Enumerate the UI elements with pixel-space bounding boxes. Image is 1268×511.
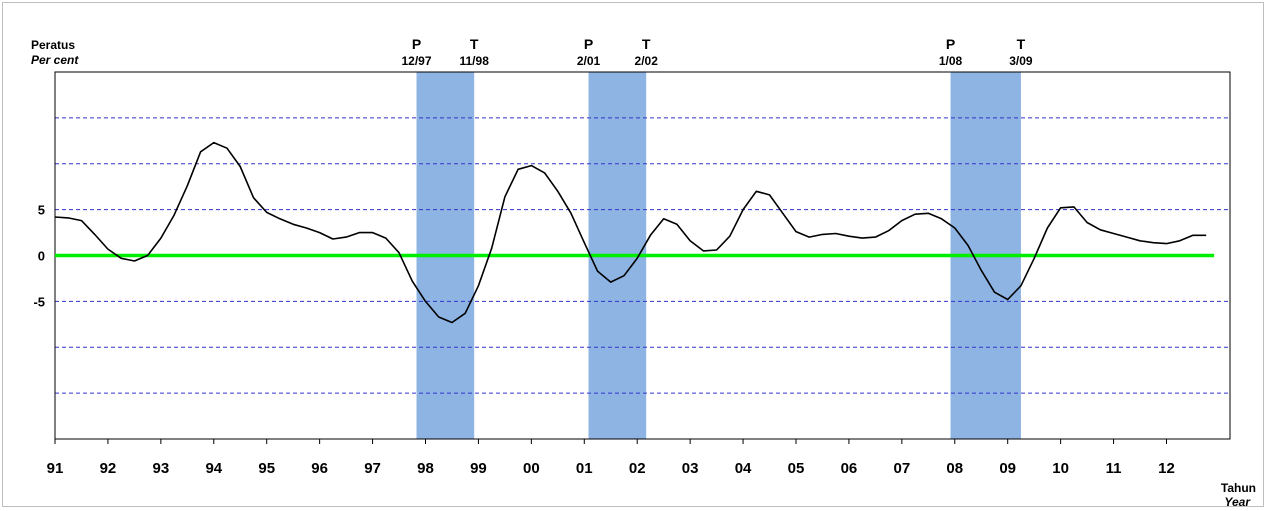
x-tick-label: 94	[205, 460, 222, 477]
peak-date-2: 2/01	[577, 54, 601, 68]
chart-svg: 5 0 -5 91 92 93 94 95 96 97 98 99 00 01 02 03 04 05 06 07 0…	[31, 36, 1256, 508]
series-group	[54, 141, 1207, 324]
x-tick-label: 11	[1106, 460, 1122, 477]
peak-letter-1: P	[412, 36, 421, 52]
x-tick-label: 91	[47, 460, 64, 477]
x-tick-label: 96	[311, 460, 328, 477]
series-line-1	[54, 141, 1207, 324]
x-tick-label: 92	[100, 460, 117, 477]
peak-date-3: 1/08	[939, 54, 963, 68]
trough-letter-3: T	[1017, 36, 1026, 52]
y-axis-title: Peratus	[31, 38, 75, 52]
peak-letter-2: P	[584, 36, 593, 52]
x-tick-label: 00	[523, 460, 540, 477]
trough-letter-1: T	[470, 36, 479, 52]
y-tick-labels: 5 0 -5	[33, 203, 45, 310]
x-tick-label: 98	[417, 460, 434, 477]
x-tick-label: 10	[1052, 460, 1069, 477]
y-tick-label: -5	[33, 294, 45, 309]
trough-date-1: 11/98	[460, 54, 490, 68]
x-tick-label: 05	[788, 460, 805, 477]
x-tick-label: 03	[682, 460, 699, 477]
x-tick-label: 06	[841, 460, 858, 477]
peak-date-1: 12/97	[401, 54, 431, 68]
trough-date-2: 2/02	[635, 54, 659, 68]
y-tick-label: 0	[38, 249, 45, 264]
x-tick-label: 99	[470, 460, 487, 477]
peak-letter-3: P	[946, 36, 955, 52]
turning-point-labels: P 12/97 T 11/98 P 2/01 T 2/02 P 1/08 T 3/09	[401, 36, 1032, 68]
x-tick-label: 02	[629, 460, 646, 477]
x-tick-label: 12	[1158, 460, 1175, 477]
x-tick-label: 01	[576, 460, 593, 477]
x-tick-label: 93	[153, 460, 170, 477]
x-tick-label: 04	[735, 460, 752, 477]
y-axis-title-english: Per cent	[31, 53, 79, 67]
x-tick-label: 95	[258, 460, 275, 477]
x-tick-label: 09	[999, 460, 1016, 477]
x-axis-title-english: Year	[1224, 495, 1251, 508]
y-tick-label: 5	[38, 203, 45, 218]
x-axis-title: Tahun	[1221, 481, 1256, 495]
x-tick-label: 07	[894, 460, 911, 477]
trough-letter-2: T	[642, 36, 651, 52]
trough-date-3: 3/09	[1009, 54, 1033, 68]
x-tick-labels: 91 92 93 94 95 96 97 98 99 00 01 02 03 04 05 06 07 08 09 10…	[47, 439, 1175, 477]
x-tick-label: 08	[946, 460, 963, 477]
x-tick-label: 97	[364, 460, 381, 477]
